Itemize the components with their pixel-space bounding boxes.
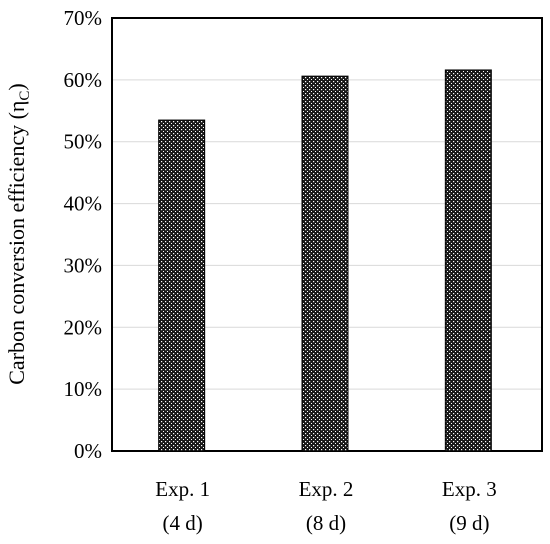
y-tick-label: 70% (64, 6, 103, 30)
y-tick-label: 60% (64, 68, 103, 92)
y-tick-label: 50% (64, 130, 103, 154)
bar-1 (158, 119, 206, 452)
y-axis-label-main: Carbon conversion efficiency (η (4, 101, 29, 385)
x-tick-label-line1: Exp. 3 (442, 477, 497, 501)
y-axis-label: Carbon conversion efficiency (ηC) (4, 83, 33, 385)
x-tick-label-line2: (4 d) (163, 511, 203, 535)
bars (158, 69, 492, 452)
y-tick-label: 0% (74, 439, 102, 463)
y-axis-tick-labels: 0% 10% 20% 30% 40% 50% 60% 70% (64, 6, 103, 463)
y-tick-label: 10% (64, 377, 103, 401)
bar-2 (301, 75, 349, 452)
x-axis-tick-labels: Exp. 1 (4 d) Exp. 2 (8 d) Exp. 3 (9 d) (155, 477, 496, 535)
y-tick-label: 20% (64, 315, 103, 339)
y-axis-label-subscript: C (17, 91, 33, 101)
x-tick-label-line2: (8 d) (306, 511, 346, 535)
x-tick-label-line1: Exp. 2 (299, 477, 354, 501)
y-tick-label: 40% (64, 192, 103, 216)
y-axis-label-close: ) (4, 83, 29, 90)
bar-3 (444, 69, 492, 452)
x-tick-label-line2: (9 d) (449, 511, 489, 535)
x-tick-label-line1: Exp. 1 (155, 477, 210, 501)
y-tick-label: 30% (64, 253, 103, 277)
